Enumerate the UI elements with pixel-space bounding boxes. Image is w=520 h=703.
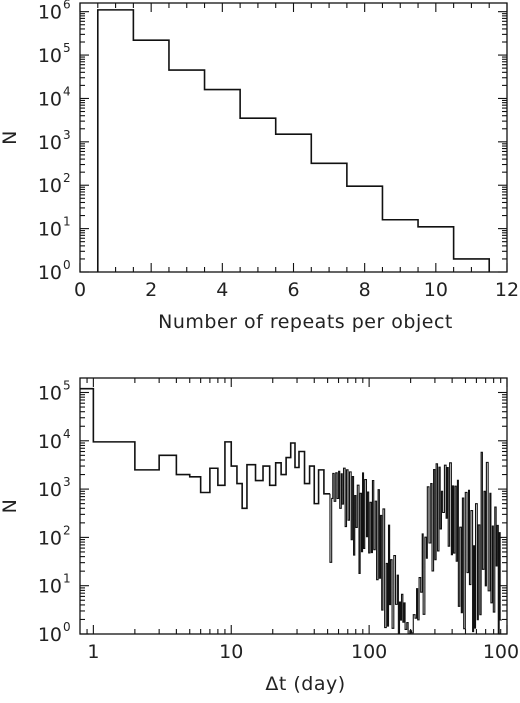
top-x-tick-label: 12 (495, 279, 519, 301)
top-y-tick-exponent: 2 (63, 171, 71, 185)
top-x-tick-label: 6 (287, 279, 299, 301)
bottom-x-tick-label: 10 (219, 641, 243, 663)
bottom-y-tick-exponent: 2 (63, 523, 71, 537)
top-y-tick-label: 10 (38, 219, 62, 241)
bottom-y-tick-exponent: 1 (63, 572, 71, 586)
top-y-tick-label: 10 (38, 175, 62, 197)
top-y-tick-label: 10 (38, 2, 62, 24)
top-x-tick-label: 10 (424, 279, 448, 301)
top-x-axis-title: Number of repeats per object (158, 311, 453, 333)
top-y-tick-label: 10 (38, 88, 62, 110)
top-x-tick-label: 2 (145, 279, 157, 301)
bottom-histogram-steps (80, 387, 330, 510)
bottom-y-tick-exponent: 4 (63, 427, 71, 441)
bottom-y-tick-label: 10 (38, 431, 62, 453)
bottom-y-tick-label: 10 (38, 527, 62, 549)
top-y-tick-label: 10 (38, 132, 62, 154)
top-histogram-steps (96, 9, 491, 272)
top-y-tick-exponent: 0 (63, 258, 71, 272)
bottom-y-tick-exponent: 3 (63, 475, 71, 489)
top-plot-frame (79, 2, 508, 273)
bottom-y-tick-label: 10 (38, 479, 62, 501)
bottom-x-tick-label: 1000 (483, 641, 520, 663)
bottom-y-tick-label: 10 (38, 576, 62, 598)
top-x-tick-label: 0 (74, 279, 86, 301)
bottom-y-tick-label: 10 (38, 624, 62, 646)
top-y-tick-exponent: 1 (63, 215, 71, 229)
bottom-plot-frame (79, 377, 508, 635)
bottom-histogram-dense-steps (329, 451, 502, 635)
top-y-tick-exponent: 6 (63, 0, 71, 12)
bottom-y-tick-exponent: 5 (63, 378, 71, 392)
top-x-tick-label: 4 (216, 279, 228, 301)
bottom-histogram-panel: 1101001000100101102103104105Δt (day)N (0, 377, 520, 695)
top-y-tick-label: 10 (38, 45, 62, 67)
bottom-y-tick-exponent: 0 (63, 620, 71, 634)
bottom-x-tick-label: 1 (87, 641, 99, 663)
top-y-tick-exponent: 3 (63, 128, 71, 142)
top-y-tick-label: 10 (38, 262, 62, 284)
top-x-tick-label: 8 (359, 279, 371, 301)
bottom-x-axis-title: Δt (day) (265, 673, 345, 695)
top-y-tick-exponent: 5 (63, 41, 71, 55)
bottom-x-tick-label: 100 (351, 641, 387, 663)
top-y-axis-title: N (0, 130, 21, 145)
bottom-y-axis-title: N (0, 499, 21, 514)
top-y-tick-exponent: 4 (63, 84, 71, 98)
bottom-y-tick-label: 10 (38, 382, 62, 404)
